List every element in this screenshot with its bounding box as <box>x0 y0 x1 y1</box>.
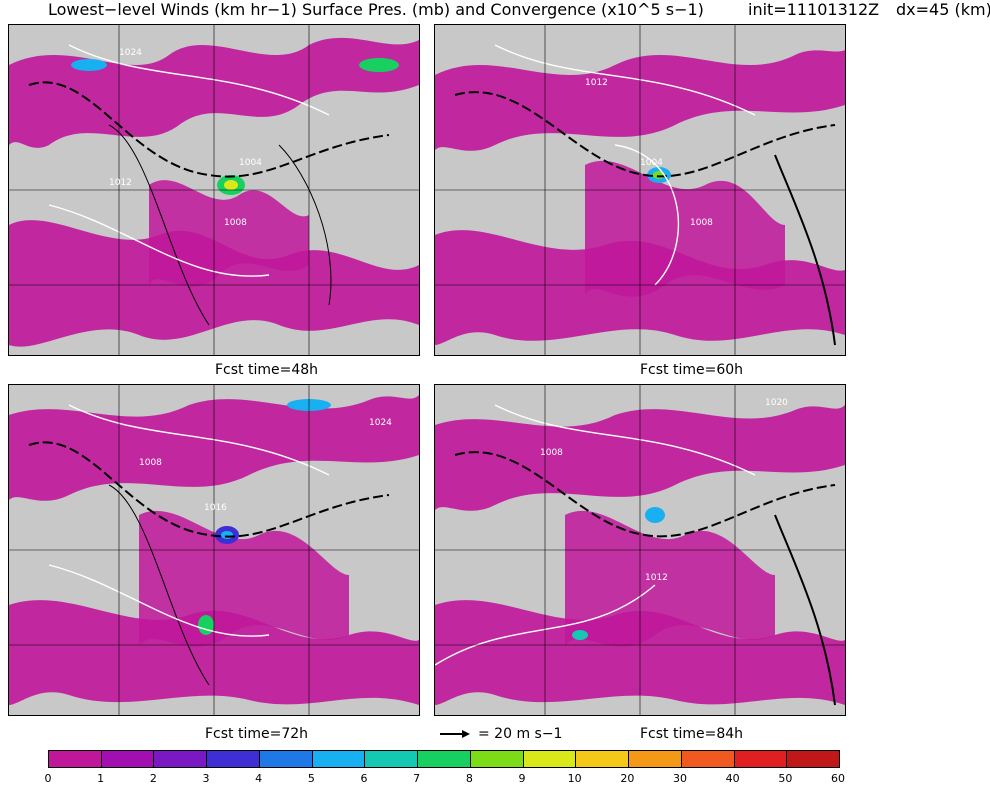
contour-label-1: 1004 <box>640 158 663 168</box>
colorbar-segment <box>787 751 840 767</box>
map-panel-2: 1004 1008 1012 <box>434 24 846 356</box>
fcst-label-84h: Fcst time=84h <box>640 726 744 742</box>
grid-spacing-label: dx=45 (km) <box>896 0 990 19</box>
contour-label-2: 1012 <box>645 573 668 583</box>
colorbar-tick-label: 6 <box>360 772 368 785</box>
map-panel-2-svg: 1004 1008 1012 <box>435 25 845 355</box>
contour-label-3: 1012 <box>109 178 132 188</box>
colorbar-tick-label: 7 <box>413 772 421 785</box>
colorbar-segment <box>259 751 313 767</box>
colorbar-tick-label: 50 <box>778 772 793 785</box>
map-panel-3: 1008 1016 1024 <box>8 384 420 716</box>
fcst-label-60h: Fcst time=60h <box>640 362 744 378</box>
colorbar-segment <box>418 751 471 767</box>
map-panel-4-svg: 1008 1012 1020 <box>435 385 845 715</box>
colorbar-segment <box>312 751 366 767</box>
map-panel-1: 1004 1008 1012 1024 <box>8 24 420 356</box>
figure-title: Lowest−level Winds (km hr−1) Surface Pre… <box>48 0 704 19</box>
colorbar-tick-label: 60 <box>831 772 845 785</box>
colorbar-tick-label: 4 <box>255 772 263 785</box>
colorbar-segment <box>365 751 419 767</box>
colorbar-tick-label: 3 <box>202 772 210 785</box>
colorbar-tick-label: 8 <box>465 772 473 785</box>
colorbar-tick-label: 9 <box>518 772 526 785</box>
fcst-label-72h: Fcst time=72h <box>205 726 309 742</box>
map-panel-3-svg: 1008 1016 1024 <box>9 385 419 715</box>
colorbar-tick-label: 10 <box>567 772 582 785</box>
map-panel-4: 1008 1012 1020 <box>434 384 846 716</box>
colorbar-segment <box>681 751 735 767</box>
colorbar-tick-label: 0 <box>44 772 52 785</box>
colorbar-segment <box>49 751 102 767</box>
colorbar-segment <box>207 751 260 767</box>
vector-reference-label: = 20 m s−1 <box>478 726 563 742</box>
colorbar-labels: 0 1 2 3 4 5 6 7 8 9 10 20 30 40 50 60 <box>44 772 846 788</box>
contour-label-3: 1024 <box>369 418 392 428</box>
figure-header: Lowest−level Winds (km hr−1) Surface Pre… <box>0 0 990 22</box>
colorbar-tick-label: 5 <box>307 772 315 785</box>
colorbar-tick-label: 1 <box>97 772 105 785</box>
colorbar <box>48 750 840 768</box>
fcst-label-48h: Fcst time=48h <box>215 362 319 378</box>
contour-label-4: 1024 <box>119 48 142 58</box>
colorbar-tick-label: 40 <box>725 772 740 785</box>
colorbar-segment <box>154 751 208 767</box>
init-time-label: init=11101312Z <box>748 0 880 19</box>
colorbar-tick-label: 2 <box>149 772 157 785</box>
arrow-icon <box>440 730 470 738</box>
contour-label-2: 1008 <box>224 218 247 228</box>
colorbar-segment <box>576 751 630 767</box>
colorbar-tick-label: 30 <box>673 772 687 785</box>
contour-label-2: 1016 <box>204 503 227 513</box>
colorbar-segment <box>470 751 524 767</box>
vector-reference: = 20 m s−1 <box>440 726 562 742</box>
colorbar-tick-label: 20 <box>620 772 635 785</box>
contour-label-1: 1008 <box>139 458 162 468</box>
contour-label-1: 1008 <box>540 448 563 458</box>
colorbar-segment <box>523 751 577 767</box>
contour-label-1: 1004 <box>239 158 262 168</box>
contour-label-2: 1008 <box>690 218 713 228</box>
colorbar-segment <box>629 751 682 767</box>
contour-label-3: 1012 <box>585 78 608 88</box>
map-panel-1-svg: 1004 1008 1012 1024 <box>9 25 419 355</box>
contour-label-3: 1020 <box>765 398 788 408</box>
colorbar-segment <box>734 751 788 767</box>
colorbar-segment <box>101 751 155 767</box>
